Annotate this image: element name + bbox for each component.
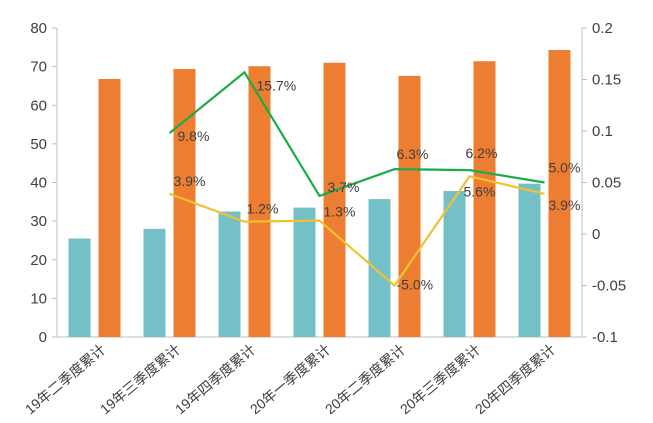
bar-teal bbox=[443, 190, 466, 337]
data-label: 5.6% bbox=[464, 183, 496, 199]
left-tick-label: 20 bbox=[30, 252, 47, 269]
bar-orange bbox=[323, 62, 346, 337]
bar-teal bbox=[143, 228, 166, 337]
right-tick-label: 0 bbox=[592, 226, 600, 243]
x-tick-label: 20年一季度累计 bbox=[247, 341, 334, 417]
x-tick-label: 20年二季度累计 bbox=[322, 341, 409, 417]
bar-orange bbox=[98, 78, 121, 338]
bar-orange bbox=[173, 68, 196, 337]
data-label: 3.9% bbox=[549, 197, 581, 213]
line-series-green bbox=[168, 70, 545, 198]
data-label: 5.0% bbox=[549, 160, 581, 176]
left-tick-label: 30 bbox=[30, 213, 47, 230]
left-tick-label: 70 bbox=[30, 59, 47, 76]
line-series-group: 9.8% 15.7% 3.7% 6.3% 6.2% 5.0% 3.9% 1.2% 1.3% -5.… bbox=[168, 70, 581, 293]
right-tick-label: -0.1 bbox=[592, 329, 618, 346]
bar-orange bbox=[548, 50, 571, 338]
right-tick-label: 0.15 bbox=[592, 72, 621, 89]
left-tick-label: 60 bbox=[30, 97, 47, 114]
bar-teal bbox=[518, 183, 541, 337]
data-label: 3.9% bbox=[174, 173, 206, 189]
data-label: 3.7% bbox=[328, 179, 360, 195]
x-tick-label: 19年三季度累计 bbox=[97, 341, 184, 417]
right-tick-label: 0.05 bbox=[592, 175, 621, 192]
right-axis-ticks: -0.1 -0.05 0 0.05 0.1 0.15 0.2 bbox=[582, 20, 626, 346]
x-tick-label: 19年二季度累计 bbox=[22, 341, 109, 417]
x-tick-label: 20年四季度累计 bbox=[472, 341, 559, 417]
bar-teal bbox=[293, 207, 316, 337]
x-tick-label: 19年四季度累计 bbox=[172, 341, 259, 417]
data-label: 6.2% bbox=[466, 145, 498, 161]
data-label: 1.2% bbox=[247, 201, 279, 217]
data-label: 1.3% bbox=[324, 204, 356, 220]
bar-orange bbox=[248, 66, 271, 338]
bar-orange bbox=[398, 75, 421, 338]
left-tick-label: 40 bbox=[30, 175, 47, 192]
left-tick-label: 50 bbox=[30, 136, 47, 153]
left-tick-label: 10 bbox=[30, 290, 47, 307]
bar-teal bbox=[218, 211, 241, 337]
right-tick-label: 0.1 bbox=[592, 123, 613, 140]
right-tick-label: 0.2 bbox=[592, 20, 613, 37]
left-tick-label: 0 bbox=[39, 329, 47, 346]
line-series-yellow bbox=[169, 175, 545, 288]
data-label: 6.3% bbox=[397, 146, 429, 162]
x-axis-ticks: 19年二季度累计19年三季度累计19年四季度累计20年一季度累计20年二季度累计… bbox=[22, 341, 559, 417]
bar-series-group bbox=[68, 50, 571, 338]
right-tick-label: -0.05 bbox=[592, 278, 626, 295]
left-axis-ticks: 0 10 20 30 40 50 60 70 80 bbox=[30, 20, 57, 346]
data-label: -5.0% bbox=[397, 277, 434, 293]
data-label: 15.7% bbox=[257, 77, 297, 93]
bar-teal bbox=[68, 238, 91, 337]
left-tick-label: 80 bbox=[30, 20, 47, 37]
data-label: 9.8% bbox=[178, 128, 210, 144]
bar-orange bbox=[473, 61, 496, 337]
bar-teal bbox=[368, 199, 391, 337]
x-tick-label: 20年三季度累计 bbox=[397, 341, 484, 417]
